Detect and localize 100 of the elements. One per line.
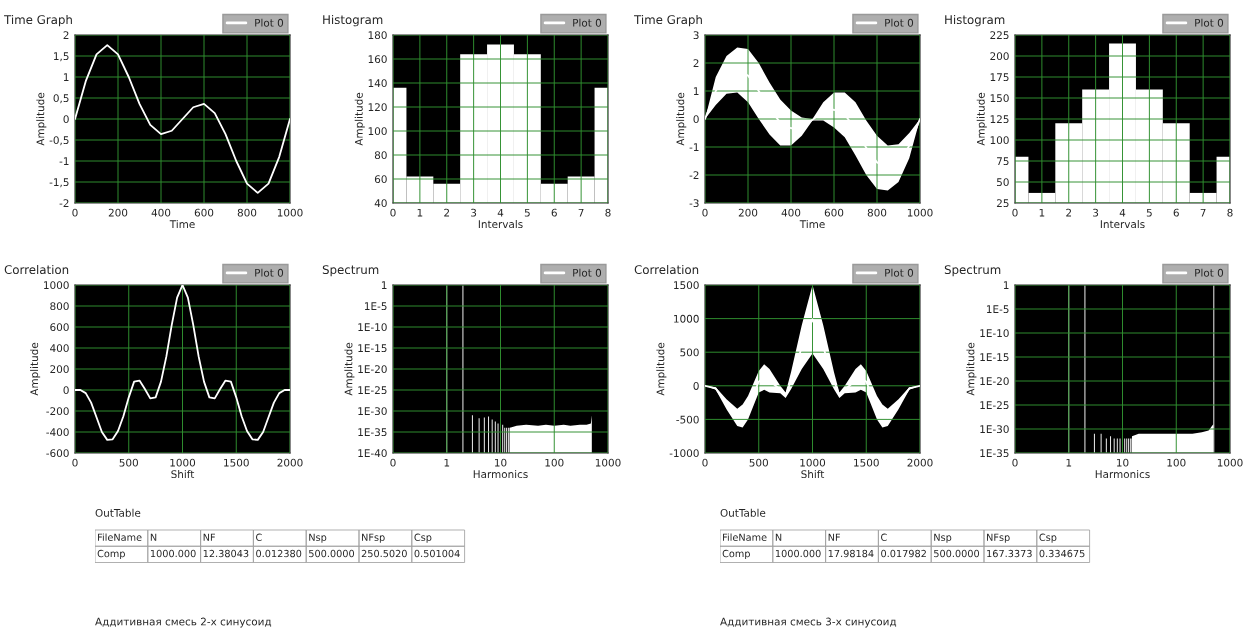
y-tick-label: 0 (63, 386, 69, 395)
y-tick-label: 1E-20 (980, 377, 1009, 386)
x-tick-label: 800 (867, 208, 887, 217)
chart-title: Histogram (945, 14, 1005, 27)
y-tick-label: 180 (368, 31, 387, 40)
x-tick-label: 3 (1093, 208, 1099, 217)
chart-title: Time Graph (634, 14, 702, 27)
x-tick-label: 4 (497, 208, 504, 217)
y-tick-label: 1E-35 (980, 449, 1009, 458)
chart-title: Spectrum (322, 265, 379, 277)
x-tick-label: 1000 (277, 208, 303, 217)
y-tick-label: 1 (1003, 281, 1009, 289)
text: NF (203, 533, 215, 541)
y-tick-label: 1E-30 (358, 407, 387, 416)
x-tick-label: 5 (1146, 208, 1152, 217)
x-tick-label: 200 (738, 208, 758, 217)
y-axis-title: Amplitude (976, 92, 987, 146)
x-axis-title: Time (169, 220, 195, 229)
text: 0.334675 (1039, 549, 1085, 558)
y-tick-label: 1 (63, 73, 69, 81)
y-tick-label: 100 (990, 136, 1009, 145)
x-tick-label: 0 (1012, 458, 1018, 467)
y-tick-label: 1,5 (54, 52, 69, 62)
y-tick-label: 1E-25 (980, 401, 1009, 410)
y-tick-label: 75 (997, 157, 1009, 166)
y-tick-label: -400 (46, 428, 69, 437)
text: N (150, 533, 157, 541)
x-tick-label: 500 (119, 458, 138, 467)
text: C (881, 533, 887, 541)
y-tick-label: 2 (63, 31, 69, 39)
y-tick-label: 1000 (674, 314, 699, 323)
text: Nsp (309, 533, 327, 543)
text: NFsp (987, 533, 1010, 543)
x-tick-label: 2000 (907, 458, 933, 467)
x-tick-label: 10 (1117, 458, 1129, 467)
chart-title: Correlation (4, 264, 69, 275)
y-axis-title: Amplitude (354, 92, 365, 146)
text: Аддитивная смесь 2-х синусоид (95, 617, 272, 628)
y-tick-label: 1E-10 (358, 323, 387, 332)
text: 500.0000 (934, 549, 980, 558)
y-tick-label: 1E-25 (358, 386, 387, 395)
x-axis-title: Intervals (1100, 220, 1145, 229)
y-tick-label: 1E-15 (980, 353, 1009, 362)
x-tick-label: 7 (578, 208, 584, 217)
y-tick-label: -1000 (669, 449, 699, 458)
text: 500.0000 (309, 549, 355, 558)
text: 167.3373 (987, 549, 1032, 558)
y-tick-label: 1500 (674, 281, 699, 290)
text: NF (828, 533, 840, 541)
x-tick-label: 1 (444, 458, 450, 467)
legend-label: Plot 0 (1195, 268, 1224, 277)
y-tick-label: -1,5 (49, 178, 69, 188)
y-tick-label: 1E-35 (358, 428, 387, 437)
y-tick-label: 500 (680, 348, 699, 357)
text: Csp (1039, 533, 1057, 543)
y-tick-label: -0,5 (49, 136, 69, 146)
y-tick-label: 175 (990, 73, 1009, 82)
text: 250.5020 (361, 549, 407, 558)
text: 0.017982 (881, 549, 926, 558)
x-tick-label: 1000 (1217, 458, 1243, 467)
y-tick-label: 0 (693, 382, 699, 390)
x-tick-label: 500 (749, 458, 768, 467)
chart-title: Time Graph (4, 14, 72, 27)
x-axis-title: Harmonics (473, 470, 528, 479)
y-tick-label: 1 (381, 281, 387, 289)
x-tick-label: 200 (108, 208, 128, 217)
y-tick-label: 0 (63, 115, 69, 124)
x-tick-label: 4 (1119, 208, 1126, 217)
y-tick-label: 200 (990, 52, 1009, 61)
x-axis-title: Shift (801, 470, 825, 479)
y-tick-label: 100 (368, 127, 387, 136)
text: Comp (722, 549, 750, 560)
y-tick-label: 140 (368, 79, 387, 88)
x-tick-label: 1000 (907, 208, 933, 217)
text: 1000.000 (150, 549, 196, 558)
x-tick-label: 800 (237, 208, 257, 217)
text: Аддитивная смесь 3-х синусоид (720, 617, 897, 628)
x-tick-label: 0 (702, 458, 708, 467)
x-tick-label: 1 (1066, 458, 1072, 467)
x-tick-label: 2 (444, 208, 450, 217)
y-tick-label: 0,5 (53, 94, 69, 104)
chart-title: Correlation (634, 264, 699, 275)
x-tick-label: 1000 (170, 458, 196, 467)
x-tick-label: 600 (194, 208, 214, 217)
legend-label: Plot 0 (885, 268, 914, 277)
y-tick-label: 400 (50, 344, 69, 353)
x-tick-label: 2000 (277, 458, 303, 467)
text: OutTable (720, 508, 766, 517)
text: FileName (98, 533, 142, 541)
y-tick-label: 1 (693, 87, 699, 95)
y-tick-label: -500 (676, 415, 699, 424)
y-tick-label: 1E-10 (980, 329, 1009, 338)
text: FileName (723, 533, 767, 541)
y-tick-label: 0 (693, 115, 699, 124)
y-tick-label: -600 (46, 449, 69, 458)
x-axis-title: Time (799, 220, 825, 229)
x-tick-label: 0 (702, 208, 708, 217)
text: 17.98184 (828, 549, 874, 558)
y-tick-label: 800 (50, 302, 69, 311)
y-axis-title: Amplitude (966, 342, 977, 396)
